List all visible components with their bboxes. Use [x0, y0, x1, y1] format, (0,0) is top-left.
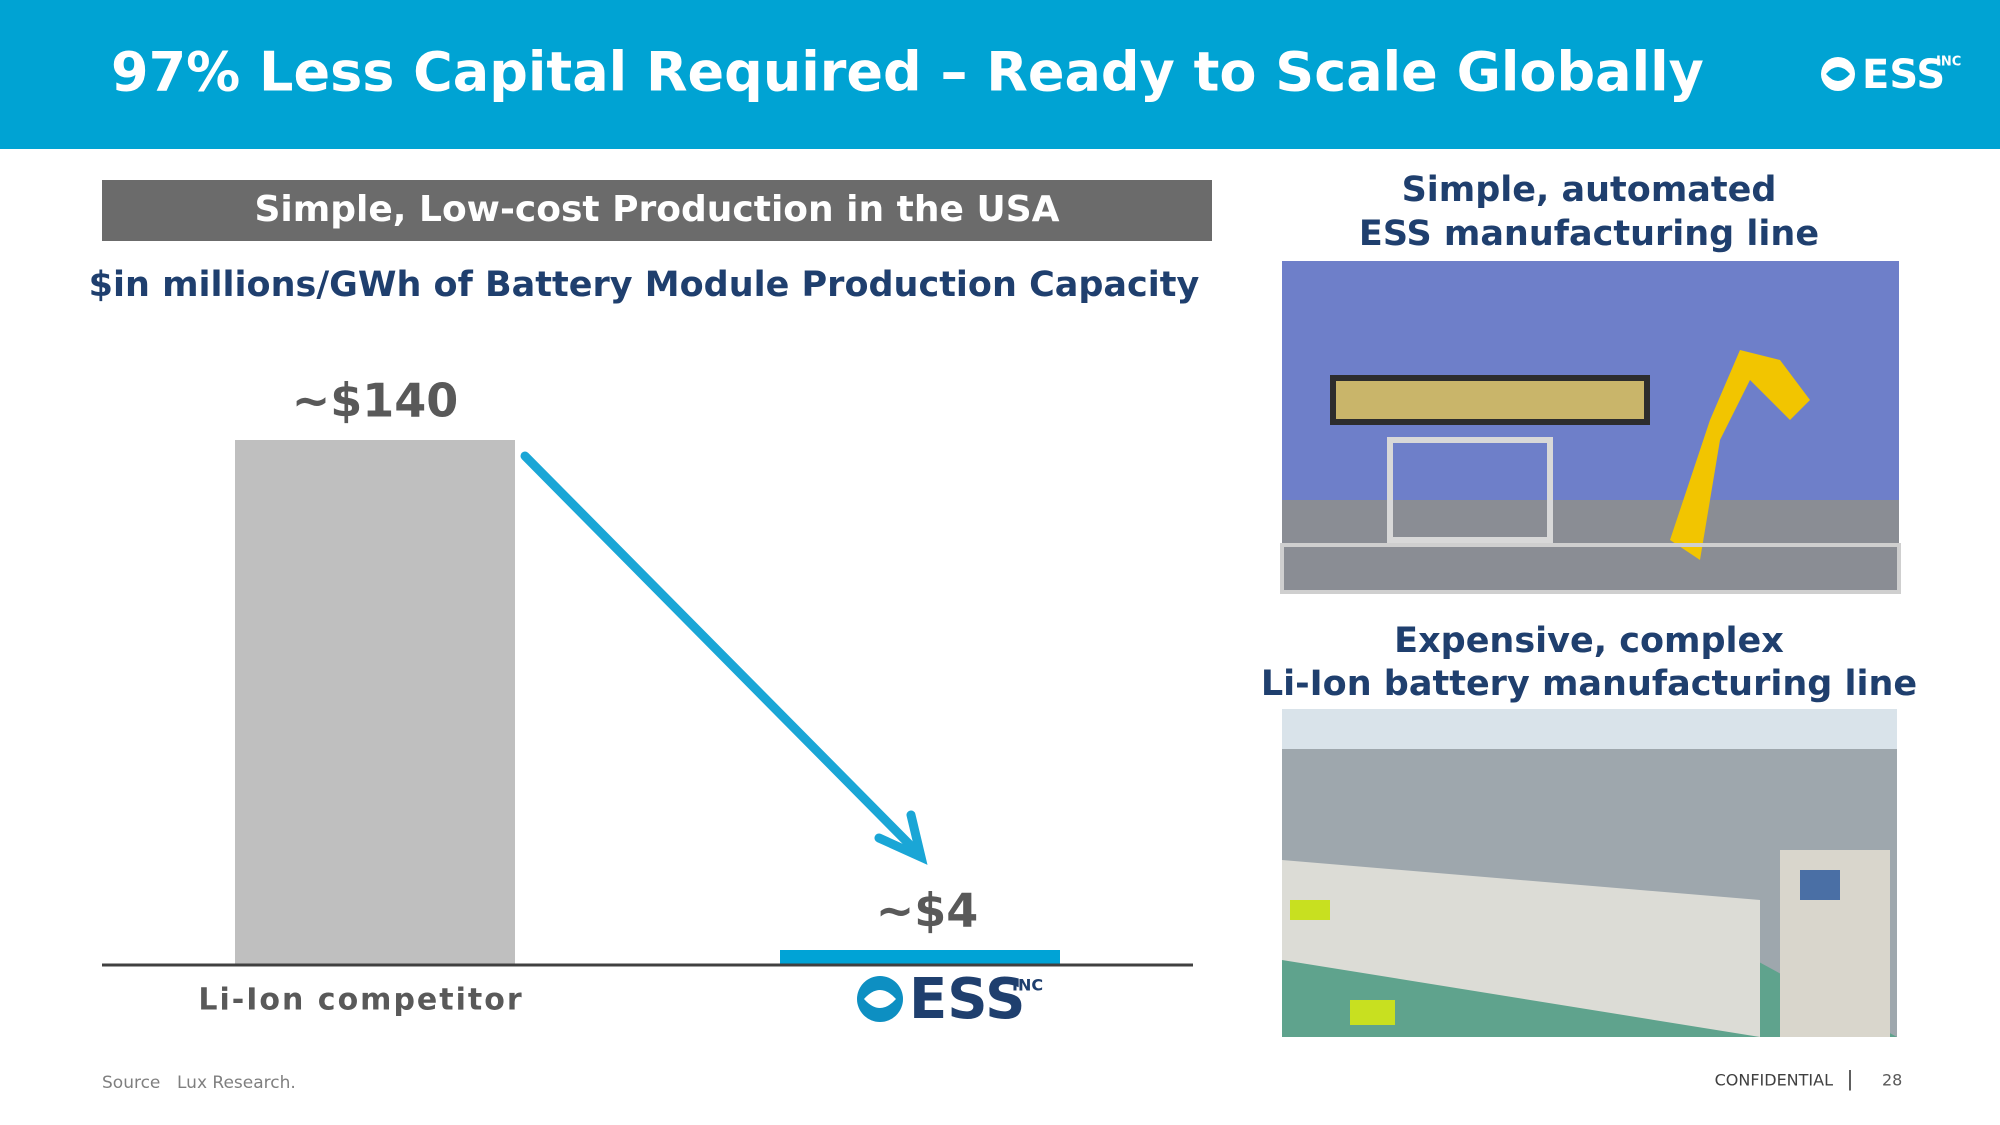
slide-title: 97% Less Capital Required – Ready to Sca…: [111, 41, 1704, 104]
chart: ~$140 Li-Ion competitor ~$4: [198, 374, 1060, 1018]
source-label: Source: [102, 1073, 160, 1093]
bar: [780, 950, 1060, 965]
header-bar: [0, 0, 2000, 149]
logo-suffix: INC: [1936, 55, 1961, 70]
photo: [1280, 261, 1901, 594]
photo-caption: Expensive, complex: [1394, 621, 1784, 661]
separator: |: [1847, 1067, 1854, 1091]
value-label: ~$140: [292, 374, 459, 428]
header-logo: ESS INC: [1821, 52, 1961, 98]
photo: [1282, 709, 1897, 1037]
confidential: CONFIDENTIAL: [1715, 1071, 1833, 1090]
logo-suffix: INC: [1012, 976, 1043, 995]
section-bar: [102, 180, 1212, 241]
bar: [235, 440, 515, 965]
photo-caption: ESS manufacturing line: [1359, 214, 1819, 254]
page-number: 28: [1882, 1071, 1902, 1090]
x-tick-label: Li-Ion competitor: [198, 983, 523, 1018]
logo-name: ESS: [1862, 52, 1945, 98]
ess-logo: ESS INC: [857, 967, 1043, 1032]
source: Lux Research.: [177, 1073, 296, 1093]
section-title: Simple, Low-cost Production in the USA: [255, 189, 1060, 230]
chart-subtitle: $in millions/GWh of Battery Module Produ…: [89, 265, 1200, 305]
photo-caption: Simple, automated: [1402, 170, 1777, 210]
trend-arrow: [520, 451, 928, 865]
value-label: ~$4: [876, 884, 979, 938]
photo-caption: Li-Ion battery manufacturing line: [1261, 664, 1917, 704]
logo-name: ESS: [909, 967, 1025, 1032]
